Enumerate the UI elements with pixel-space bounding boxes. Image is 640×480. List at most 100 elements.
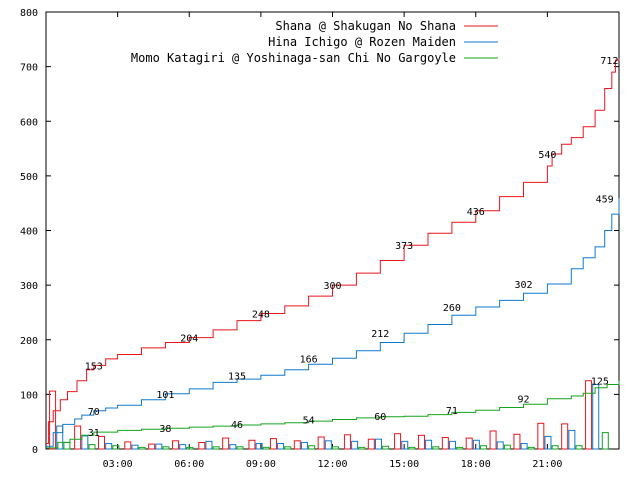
data-label: 248 (252, 310, 270, 321)
bar-green (527, 446, 535, 450)
bar-red (269, 438, 277, 450)
bar-red (124, 441, 132, 450)
legend: Shana @ Shakugan No Shana Hina Ichigo @ R… (131, 19, 498, 65)
y-tick-label: 700 (20, 63, 38, 74)
bar-green (408, 446, 416, 450)
bar-blue (179, 444, 187, 450)
bar-blue (324, 440, 332, 450)
data-label: 46 (231, 420, 243, 431)
data-label: 153 (85, 361, 103, 372)
data-labels: 153 204 248 300 373 436 540 712 70 101 135 166 212 26… (85, 56, 619, 439)
bar-green (432, 446, 440, 450)
bar-red (198, 441, 206, 450)
histogram-bars (49, 380, 609, 450)
y-tick-label: 0 (32, 445, 38, 456)
data-label: 712 (600, 56, 618, 67)
bar-green (186, 446, 194, 450)
bar-red (465, 437, 473, 450)
series-lines (46, 58, 620, 449)
series-line-1 (46, 58, 620, 444)
bar-green (358, 446, 366, 450)
data-label: 166 (300, 354, 318, 365)
legend-entry-label: Shana @ Shakugan No Shana (275, 19, 456, 33)
bar-red (172, 440, 180, 450)
data-label: 70 (88, 407, 100, 418)
bar-red (561, 423, 569, 450)
bar-blue (105, 443, 113, 450)
bar-red (394, 433, 402, 450)
data-label: 125 (591, 377, 609, 388)
bar-blue (351, 440, 359, 450)
bar-blue (425, 439, 433, 450)
bar-red (489, 430, 497, 450)
x-tick-label: 06:00 (174, 459, 204, 470)
bar-green (236, 446, 244, 450)
data-label: 92 (517, 395, 529, 406)
data-label: 101 (156, 390, 174, 401)
bar-red (317, 436, 325, 450)
bar-blue (56, 425, 64, 450)
data-label: 459 (596, 194, 614, 205)
data-label: 302 (514, 280, 532, 291)
data-label: 540 (538, 150, 556, 161)
bar-blue (448, 440, 456, 450)
bar-red (49, 390, 57, 450)
bar-red (537, 422, 545, 450)
bar-red (148, 443, 156, 450)
bar-red (367, 438, 375, 450)
series-line-2 (46, 198, 620, 447)
data-label: 212 (371, 329, 389, 340)
x-axis: 03:00 06:00 09:00 12:00 15:00 18:00 21:00 (103, 12, 562, 470)
bar-green (332, 446, 339, 450)
data-label: 54 (303, 416, 315, 427)
data-label: 135 (228, 371, 246, 382)
bar-green (112, 445, 120, 450)
series-line-3 (46, 380, 620, 449)
bar-red (343, 434, 351, 450)
bar-red (513, 433, 521, 450)
bar-blue (544, 435, 552, 450)
bar-blue (81, 435, 89, 450)
data-label: 204 (180, 334, 198, 345)
bar-blue (592, 384, 600, 450)
bar-blue (205, 440, 213, 450)
data-label: 31 (88, 428, 100, 439)
y-tick-label: 200 (20, 336, 38, 347)
bar-green (575, 445, 583, 450)
y-tick-label: 300 (20, 281, 38, 292)
x-tick-label: 09:00 (246, 459, 276, 470)
bar-green (382, 445, 390, 450)
bar-green (308, 445, 316, 450)
bar-green (212, 446, 220, 450)
data-label: 60 (374, 412, 386, 423)
data-label: 38 (159, 424, 171, 435)
legend-entry-label: Momo Katagiri @ Yoshinaga-san Chi No Gar… (131, 51, 456, 65)
bar-red (441, 437, 449, 450)
bar-blue (401, 440, 409, 450)
data-label: 300 (323, 281, 341, 292)
bar-blue (255, 443, 263, 450)
bar-blue (229, 444, 237, 450)
bar-blue (472, 439, 480, 450)
data-label: 71 (446, 406, 458, 417)
y-tick-label: 600 (20, 117, 38, 128)
bar-green (88, 444, 96, 450)
y-tick-label: 400 (20, 227, 38, 238)
bar-blue (496, 441, 504, 450)
data-label: 436 (467, 207, 485, 218)
y-tick-label: 800 (20, 8, 38, 19)
bar-green (63, 441, 71, 450)
bar-red (585, 380, 593, 450)
bar-red (417, 434, 425, 450)
y-axis: 0 100 200 300 400 500 600 700 800 (20, 8, 619, 456)
bar-green (551, 445, 559, 450)
bar-blue (520, 443, 528, 450)
bar-green (284, 446, 292, 450)
x-tick-label: 21:00 (532, 459, 562, 470)
plot-frame (45, 11, 620, 450)
bar-green (601, 432, 609, 450)
bar-red (222, 437, 230, 450)
bar-green (138, 446, 146, 450)
x-tick-label: 18:00 (461, 459, 491, 470)
bar-red (293, 440, 301, 450)
